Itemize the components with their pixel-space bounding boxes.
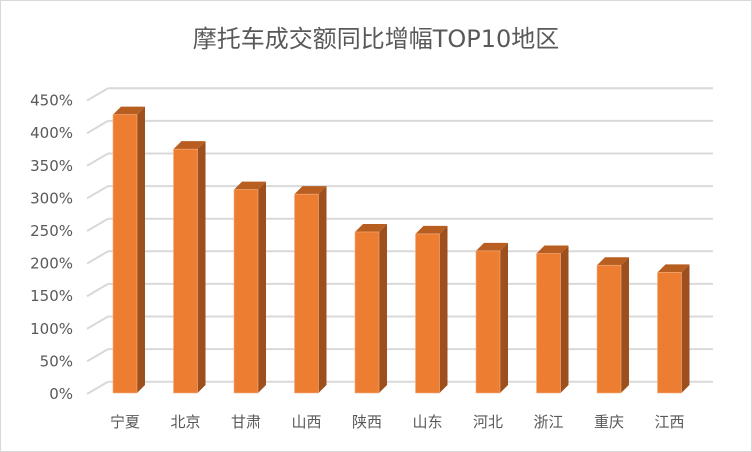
x-tick-label: 陕西 [352,413,382,431]
x-tick-label: 浙江 [533,413,563,431]
y-tick-label: 150% [30,287,73,305]
floor-gridline [86,120,109,135]
bar-side [379,223,387,393]
floor-gridline [86,380,109,395]
bar-side [137,106,145,393]
bar-side [500,242,508,393]
floor-gridline [86,283,109,298]
bar-top [476,242,508,251]
x-tick-label: 江西 [654,413,684,431]
y-tick-label: 50% [40,352,73,370]
floor-gridline [86,152,109,167]
bar-top [234,181,266,190]
bar-top [294,186,327,195]
bar [112,114,138,394]
bar [475,250,501,394]
bar-side [681,264,690,393]
y-tick-label: 250% [30,222,73,240]
bar-side [318,186,327,393]
y-tick-label: 350% [30,157,73,175]
bar [233,189,259,394]
bar-top [113,106,145,115]
bar-side [197,141,206,393]
floor-gridline [86,185,109,200]
bar [294,193,319,394]
floor-gridline [86,217,109,232]
bar-top [415,225,448,234]
bar [173,148,198,394]
y-tick-label: 300% [30,189,73,207]
bar-top [355,223,387,232]
bar-side [621,257,629,393]
y-tick-label: 450% [30,92,73,110]
bar [536,253,561,394]
bar-side [258,181,266,393]
chart-title: 摩托车成交额同比增幅TOP10地区 [192,25,560,53]
bar [354,231,380,394]
y-tick-label: 100% [30,320,73,338]
x-tick-label: 山西 [291,413,321,431]
x-tick-label: 山东 [412,413,442,431]
bar-top [657,264,690,273]
y-tick-label: 0% [49,385,73,403]
bar-side [560,245,569,393]
y-tick-label: 200% [30,255,73,273]
x-tick-label: 重庆 [594,413,624,431]
x-tick-label: 宁夏 [110,413,140,431]
bar [415,233,440,394]
floor-gridline [86,315,109,330]
floor-gridline [86,87,109,102]
bar-top [536,245,569,254]
x-tick-label: 北京 [170,413,200,431]
floor-gridline [86,250,109,265]
bar [657,272,682,394]
y-tick-label: 400% [30,124,73,142]
bar [596,264,622,394]
floor-gridline [86,348,109,363]
bar-top [173,141,206,150]
x-tick-label: 河北 [473,413,503,431]
bar-top [597,257,629,266]
x-tick-label: 甘肃 [231,413,261,431]
bar-side [439,225,448,393]
